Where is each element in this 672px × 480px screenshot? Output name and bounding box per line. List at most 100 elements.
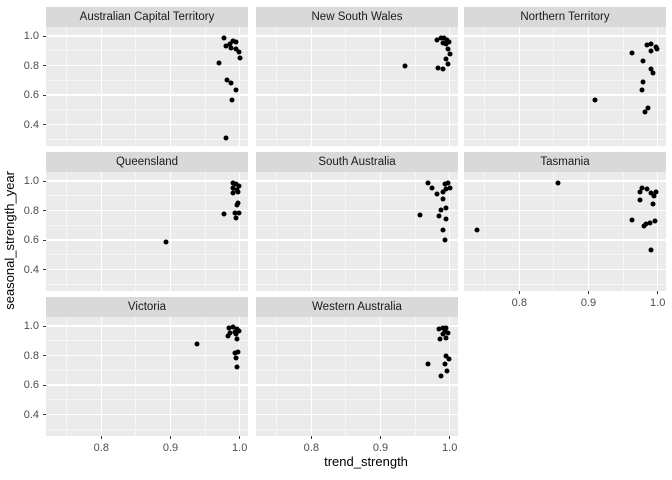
data-point bbox=[221, 211, 227, 217]
data-point bbox=[447, 51, 453, 57]
gridline-minor bbox=[135, 27, 137, 146]
y-tick-label: 1.0 bbox=[23, 320, 39, 333]
data-point bbox=[232, 350, 238, 356]
y-tick-mark bbox=[43, 124, 46, 126]
y-tick-label: 1.0 bbox=[23, 175, 39, 188]
gridline-major bbox=[464, 35, 666, 37]
x-tick-label: 1.0 bbox=[650, 297, 666, 309]
gridline-minor bbox=[414, 317, 416, 436]
facet-strip: Western Australia bbox=[256, 297, 458, 317]
data-point bbox=[227, 41, 233, 47]
data-point bbox=[232, 210, 238, 216]
data-point bbox=[233, 46, 239, 52]
x-tick-label: 1.0 bbox=[442, 442, 458, 454]
data-point bbox=[236, 328, 242, 334]
y-tick-mark bbox=[43, 325, 46, 327]
data-point bbox=[637, 189, 643, 195]
gridline-minor bbox=[256, 109, 458, 111]
gridline-major bbox=[46, 413, 248, 416]
y-tick-mark bbox=[43, 180, 46, 182]
data-point bbox=[230, 38, 236, 44]
data-point bbox=[443, 56, 449, 62]
data-point bbox=[443, 353, 449, 359]
data-point bbox=[440, 325, 446, 331]
gridline-major bbox=[256, 180, 458, 182]
x-tick-mark bbox=[518, 291, 520, 294]
data-point bbox=[443, 41, 449, 47]
data-point bbox=[236, 210, 242, 216]
gridline-major bbox=[448, 317, 451, 436]
x-tick-mark bbox=[170, 436, 172, 439]
x-tick-label: 0.8 bbox=[93, 442, 109, 454]
gridline-major bbox=[100, 172, 103, 291]
facet-strip-label: Australian Capital Territory bbox=[79, 11, 215, 23]
x-tick-label: 0.8 bbox=[511, 297, 527, 309]
facet-strip-label: Queensland bbox=[115, 156, 179, 168]
y-tick-label: 0.4 bbox=[23, 118, 39, 131]
data-point bbox=[230, 324, 236, 330]
gridline-major bbox=[256, 209, 458, 212]
facet-panel bbox=[256, 27, 458, 146]
data-point bbox=[440, 196, 446, 202]
y-tick-label: 0.6 bbox=[23, 234, 39, 247]
gridline-minor bbox=[464, 138, 666, 140]
data-point bbox=[434, 191, 440, 197]
gridline-minor bbox=[256, 254, 458, 256]
y-tick-mark bbox=[43, 355, 46, 357]
facet-strip-label: South Australia bbox=[318, 156, 396, 168]
gridline-major bbox=[464, 94, 666, 96]
data-point bbox=[651, 193, 657, 199]
facet-strip: New South Wales bbox=[256, 7, 458, 27]
data-point bbox=[442, 328, 448, 334]
gridline-major bbox=[464, 123, 666, 126]
gridline-major bbox=[238, 317, 241, 436]
gridline-minor bbox=[204, 172, 206, 291]
data-point bbox=[445, 180, 451, 186]
data-point bbox=[223, 135, 229, 141]
y-tick-mark bbox=[43, 384, 46, 386]
data-point bbox=[436, 213, 442, 219]
gridline-major bbox=[256, 239, 458, 241]
y-tick-label: 0.8 bbox=[23, 204, 39, 217]
gridline-minor bbox=[464, 195, 666, 197]
gridline-minor bbox=[46, 79, 248, 81]
gridline-minor bbox=[553, 172, 555, 291]
data-point bbox=[417, 212, 423, 218]
gridline-minor bbox=[345, 27, 347, 146]
gridline-major bbox=[379, 172, 382, 291]
data-point bbox=[435, 65, 441, 71]
gridline-major bbox=[46, 35, 248, 37]
gridline-major bbox=[256, 35, 458, 37]
data-point bbox=[221, 35, 227, 41]
gridline-minor bbox=[66, 317, 68, 436]
data-point bbox=[555, 180, 561, 186]
y-tick-mark bbox=[43, 414, 46, 416]
data-point bbox=[235, 189, 241, 195]
gridline-minor bbox=[256, 224, 458, 226]
data-point bbox=[438, 35, 444, 41]
data-point bbox=[224, 77, 230, 83]
gridline-minor bbox=[276, 172, 278, 291]
gridline-minor bbox=[135, 172, 137, 291]
data-point bbox=[647, 220, 653, 226]
data-point bbox=[648, 48, 654, 54]
data-point bbox=[648, 41, 654, 46]
gridline-major bbox=[46, 239, 248, 241]
gridline-major bbox=[46, 64, 248, 67]
data-point bbox=[650, 201, 656, 207]
data-point bbox=[645, 105, 651, 111]
gridline-major bbox=[587, 27, 590, 146]
facet-strip: Northern Territory bbox=[464, 7, 666, 27]
facet-panel bbox=[46, 27, 248, 146]
data-point bbox=[444, 368, 450, 374]
data-point bbox=[445, 61, 451, 67]
x-tick-label: 1.0 bbox=[232, 442, 248, 454]
data-point bbox=[644, 186, 650, 192]
y-tick-label: 0.8 bbox=[23, 349, 39, 362]
data-point bbox=[443, 186, 449, 192]
gridline-major bbox=[46, 268, 248, 271]
y-tick-label: 0.4 bbox=[23, 408, 39, 421]
gridline-minor bbox=[256, 369, 458, 371]
data-point bbox=[648, 66, 654, 72]
gridline-major bbox=[169, 27, 172, 146]
